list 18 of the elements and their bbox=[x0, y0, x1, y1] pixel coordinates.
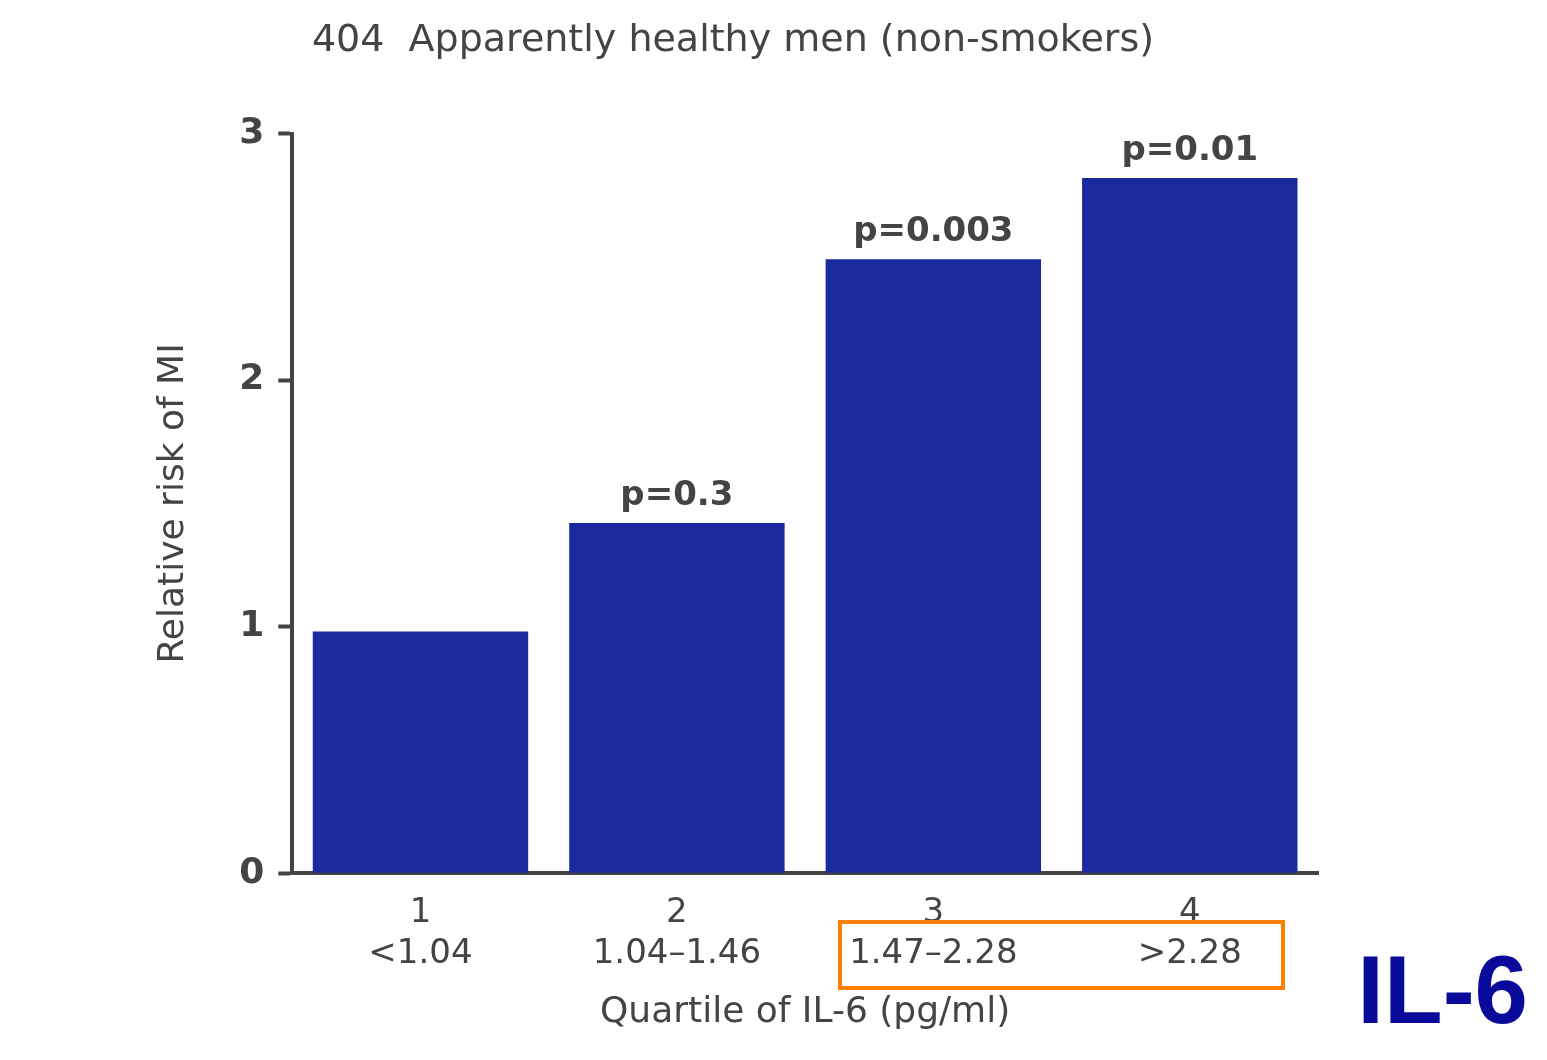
x-tick-label: 1 <1.04 bbox=[368, 890, 473, 972]
x-tick-label: 4 >2.28 bbox=[1137, 890, 1242, 972]
bar bbox=[825, 259, 1042, 873]
x-tick-label: 2 1.04–1.46 bbox=[592, 890, 762, 972]
chart-title: 404 Apparently healthy men (non-smokers) bbox=[311, 15, 1155, 60]
bar bbox=[569, 523, 785, 873]
annotation: p=0.3 bbox=[620, 472, 734, 513]
bar bbox=[312, 631, 529, 873]
y-tick-label: 2 bbox=[239, 356, 265, 398]
bar bbox=[1082, 177, 1298, 873]
y-axis-title: Relative risk of MI bbox=[149, 343, 191, 664]
annotation: p=0.01 bbox=[1121, 127, 1259, 168]
text: IL-6 bbox=[1357, 936, 1528, 1043]
y-tick-label: 0 bbox=[239, 849, 265, 891]
y-tick-label: 3 bbox=[239, 109, 265, 151]
y-tick-label: 1 bbox=[239, 603, 265, 645]
annotation: p=0.003 bbox=[853, 209, 1014, 250]
x-axis-title: Quartile of IL-6 (pg/ml) bbox=[600, 988, 1011, 1030]
